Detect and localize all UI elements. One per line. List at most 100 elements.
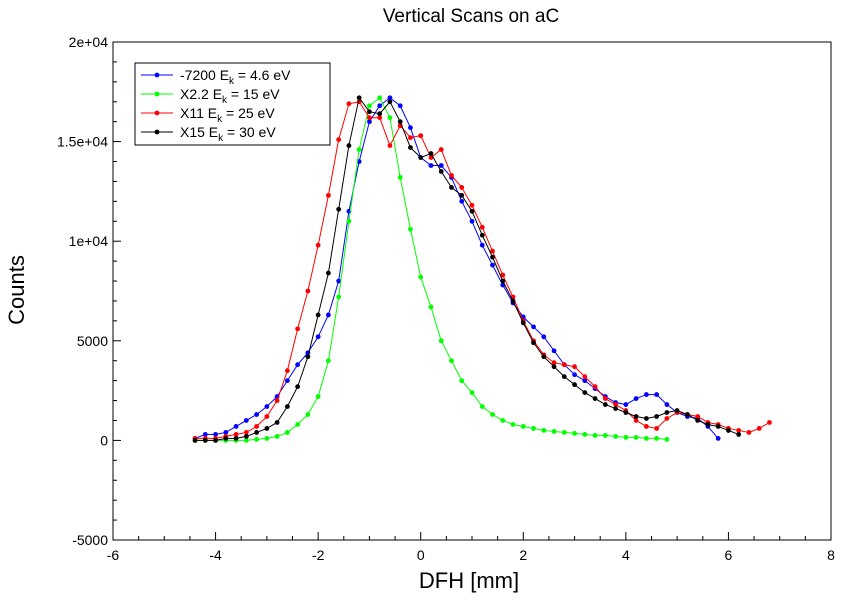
data-point xyxy=(428,163,434,168)
y-tick-label: 2e+04 xyxy=(69,34,109,50)
series-line xyxy=(195,96,739,441)
data-point xyxy=(326,192,331,198)
data-point xyxy=(685,412,690,417)
data-point xyxy=(613,434,618,439)
data-point xyxy=(346,218,352,224)
data-point xyxy=(336,206,342,212)
data-point xyxy=(531,340,536,346)
data-point xyxy=(643,436,649,441)
data-point xyxy=(664,410,670,415)
data-point xyxy=(582,378,588,384)
data-point xyxy=(202,432,208,437)
data-point xyxy=(531,426,536,431)
data-point xyxy=(715,424,721,429)
data-point xyxy=(469,202,475,208)
x-tick-label: 4 xyxy=(622,547,630,563)
data-point xyxy=(315,394,321,399)
data-point xyxy=(561,374,567,380)
data-point xyxy=(408,125,413,131)
series-line xyxy=(194,97,719,439)
data-point xyxy=(202,438,208,443)
x-tick-label: 2 xyxy=(519,547,527,563)
data-point xyxy=(336,278,342,284)
data-point xyxy=(367,115,372,121)
data-point xyxy=(438,163,444,168)
data-point xyxy=(767,420,772,425)
data-point xyxy=(346,143,352,148)
data-point xyxy=(326,312,331,318)
data-point xyxy=(592,384,598,390)
data-point xyxy=(336,294,342,300)
data-point xyxy=(541,354,547,360)
data-point xyxy=(520,320,526,326)
x-tick-label: -2 xyxy=(312,547,325,563)
data-point xyxy=(500,278,506,284)
data-point xyxy=(490,412,495,417)
data-point xyxy=(223,430,229,435)
data-point xyxy=(284,368,290,374)
data-point xyxy=(592,396,598,401)
legend-box xyxy=(134,62,331,146)
series-1 xyxy=(192,95,721,441)
data-point xyxy=(428,151,434,156)
data-point xyxy=(305,354,311,360)
series-4 xyxy=(192,95,742,443)
x-tick-label: -4 xyxy=(209,547,222,563)
y-tick-label: 0 xyxy=(100,432,108,448)
data-point xyxy=(613,402,618,407)
data-point xyxy=(397,175,403,180)
data-point xyxy=(551,429,557,434)
data-point xyxy=(336,137,342,143)
data-point xyxy=(356,95,362,101)
legend-swatch-marker xyxy=(154,110,160,116)
data-point xyxy=(551,364,557,370)
data-point xyxy=(551,360,557,366)
data-point xyxy=(469,208,475,214)
data-point xyxy=(387,115,393,121)
series-2 xyxy=(192,95,670,443)
data-point xyxy=(377,111,383,117)
data-point xyxy=(500,272,506,278)
data-point xyxy=(418,133,424,139)
data-point xyxy=(428,304,434,310)
data-point xyxy=(490,262,495,268)
y-tick-label: 1.5e+04 xyxy=(57,134,108,150)
data-point xyxy=(233,424,239,429)
data-point xyxy=(408,135,413,141)
data-point xyxy=(469,390,475,395)
data-point xyxy=(284,404,290,409)
data-point xyxy=(254,424,259,429)
data-point xyxy=(459,198,465,204)
data-point xyxy=(274,420,280,425)
data-point xyxy=(633,414,639,419)
data-point xyxy=(438,147,444,152)
data-point xyxy=(490,254,495,260)
series-3 xyxy=(192,99,772,441)
data-point xyxy=(674,408,680,413)
data-point xyxy=(449,358,454,364)
data-point xyxy=(295,384,301,390)
data-point xyxy=(479,224,485,230)
data-point xyxy=(346,101,352,107)
data-point xyxy=(572,431,577,436)
data-point xyxy=(254,437,259,442)
data-point xyxy=(243,434,249,439)
x-tick-label: 6 xyxy=(725,547,733,563)
data-point xyxy=(736,428,742,433)
x-axis-title: DFH [mm] xyxy=(419,568,519,593)
data-point xyxy=(479,404,485,409)
data-point xyxy=(254,412,259,417)
data-point xyxy=(613,406,618,411)
data-point xyxy=(469,218,475,224)
data-point xyxy=(408,145,413,150)
data-point xyxy=(418,274,424,280)
data-point xyxy=(233,432,239,437)
data-point xyxy=(264,414,270,419)
data-point xyxy=(572,372,577,378)
data-point xyxy=(326,270,331,276)
data-point xyxy=(479,242,485,248)
legend-swatch-marker xyxy=(154,72,160,78)
data-point xyxy=(367,109,372,115)
data-point xyxy=(459,185,465,190)
data-point xyxy=(449,173,454,178)
